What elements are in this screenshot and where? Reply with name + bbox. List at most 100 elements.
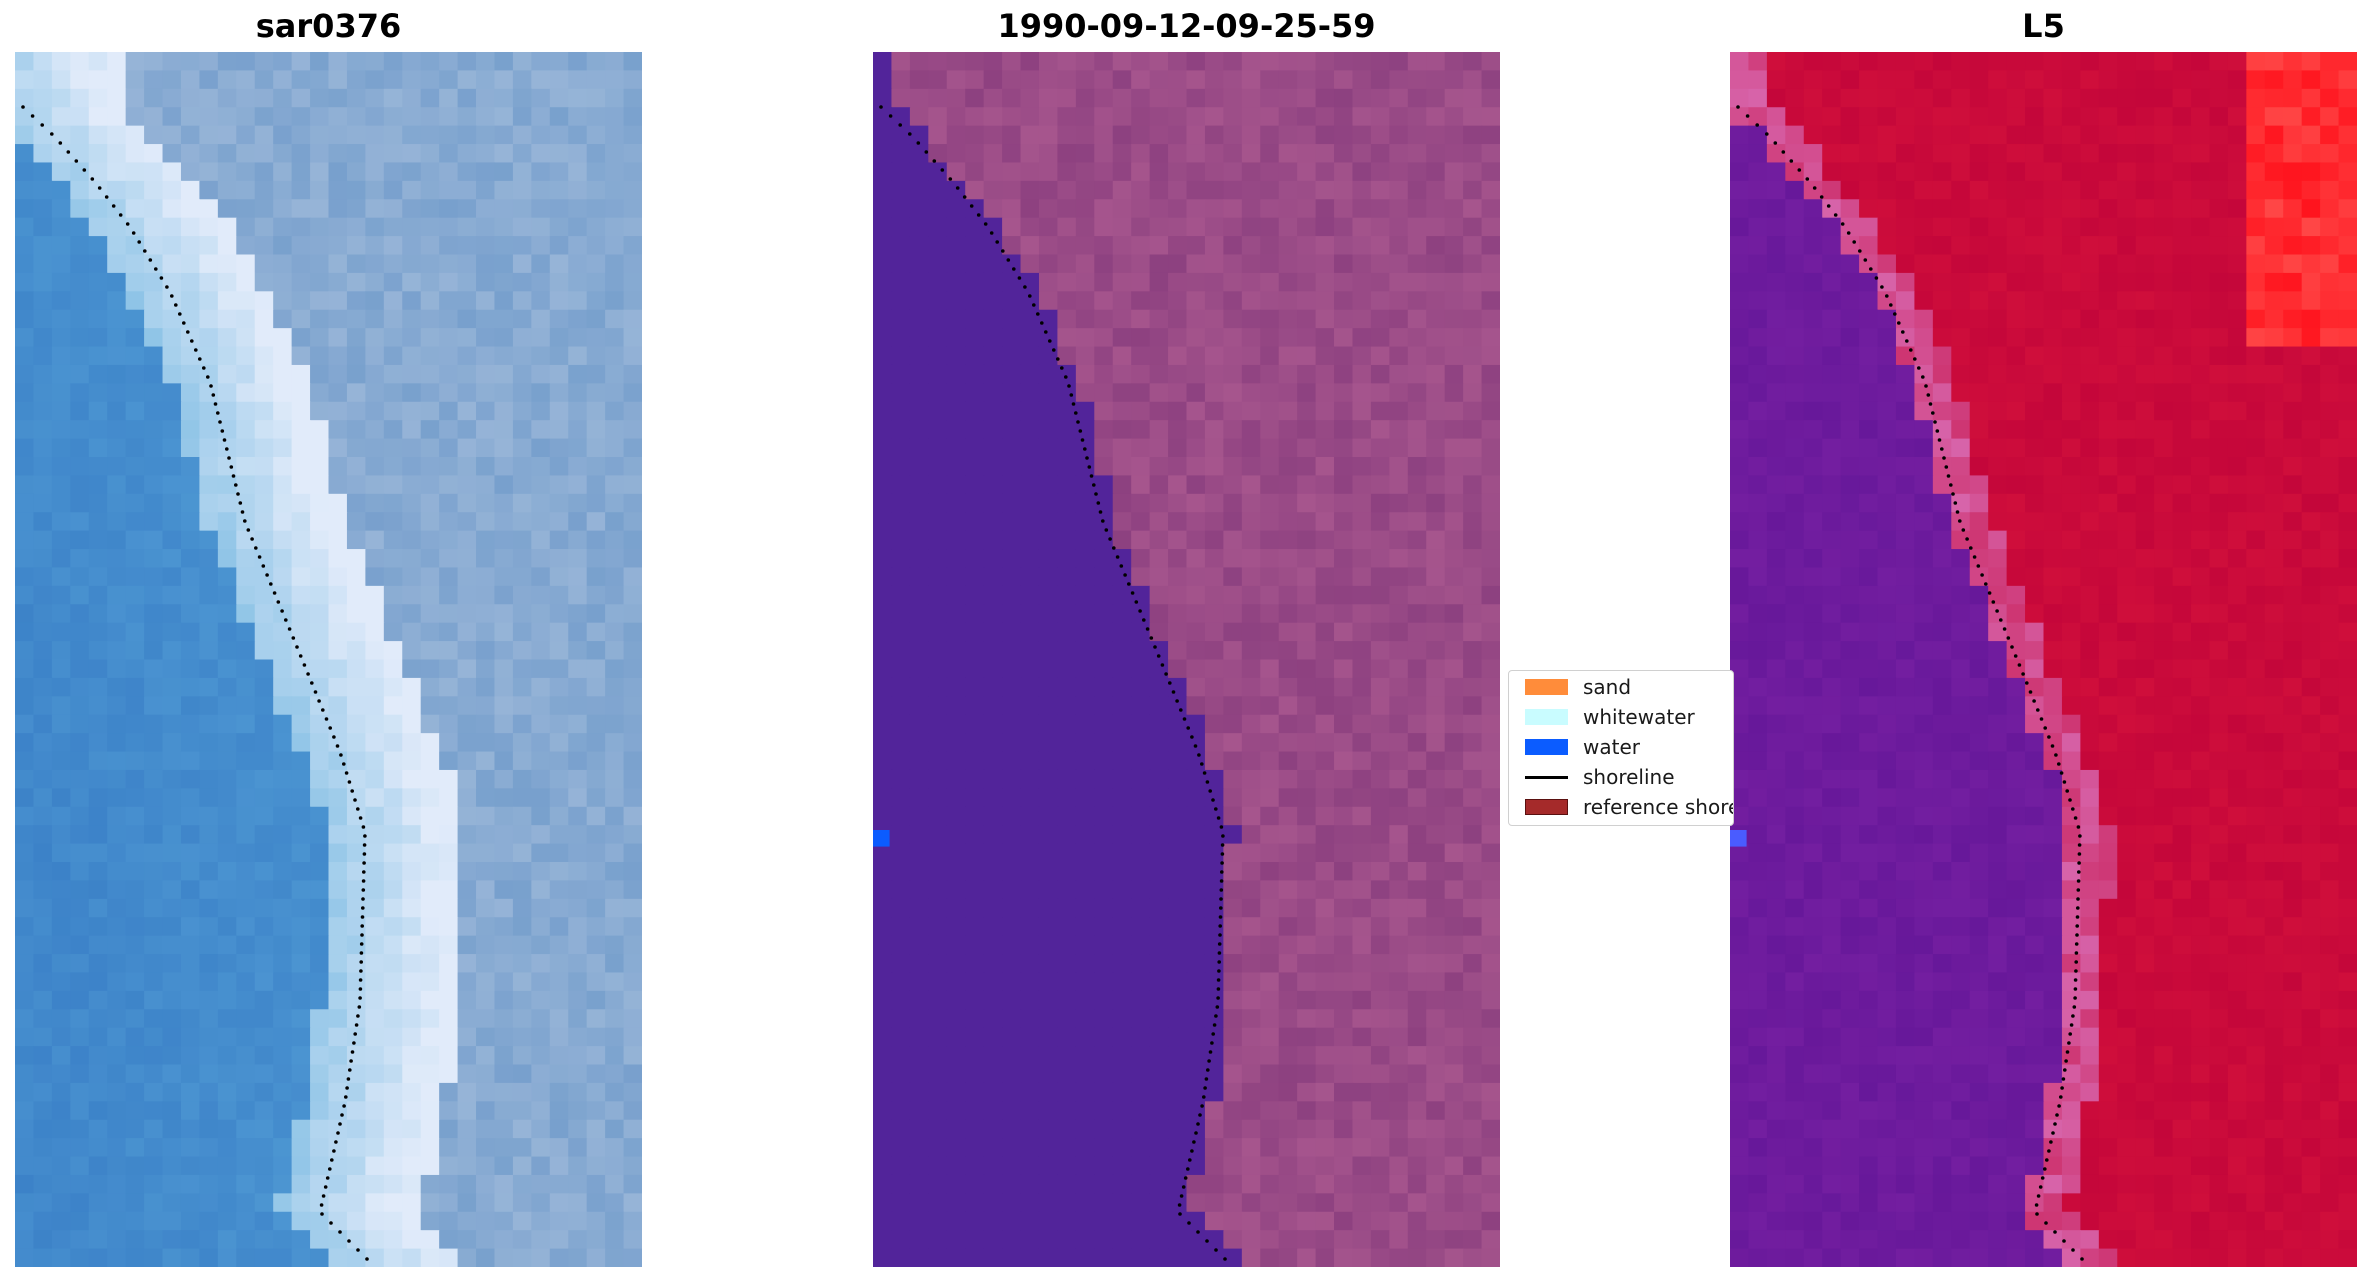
image-pixel (605, 272, 625, 292)
image-pixel (420, 880, 440, 900)
shoreline-point (1216, 816, 1221, 820)
class-pixel (873, 788, 893, 808)
image-pixel (365, 309, 385, 329)
class-pixel (946, 107, 966, 127)
class-pixel (1278, 512, 1298, 532)
class-pixel (1444, 364, 1464, 384)
image-pixel (107, 843, 127, 863)
image-pixel (512, 917, 532, 937)
class-pixel (1168, 475, 1188, 495)
class-pixel (983, 1009, 1003, 1029)
image-pixel (512, 1064, 532, 1084)
class-pixel (1204, 401, 1224, 421)
image-pixel (605, 438, 625, 458)
image-pixel (125, 272, 145, 292)
image-pixel (51, 107, 71, 127)
image-pixel (310, 364, 330, 384)
class-pixel (1260, 309, 1280, 329)
image-pixel (125, 493, 145, 513)
class-pixel (1315, 1138, 1335, 1158)
class-pixel (983, 641, 1003, 661)
class-pixel (946, 733, 966, 753)
class-pixel (873, 935, 893, 955)
index-pixel (1803, 180, 1823, 200)
class-pixel (1370, 309, 1390, 329)
class-pixel (946, 364, 966, 384)
index-pixel (2098, 107, 2118, 127)
class-pixel (1334, 1027, 1354, 1047)
image-pixel (402, 328, 422, 348)
class-pixel (1223, 1009, 1243, 1029)
class-pixel (1112, 236, 1132, 256)
image-pixel (420, 862, 440, 882)
image-pixel (365, 862, 385, 882)
shoreline-point (362, 861, 366, 865)
image-pixel (236, 1230, 256, 1250)
image-pixel (199, 1156, 219, 1176)
index-pixel (2135, 70, 2155, 90)
class-pixel (1444, 1101, 1464, 1121)
image-pixel (70, 714, 90, 734)
image-pixel (254, 825, 274, 845)
class-pixel (1020, 549, 1040, 569)
class-pixel (1038, 990, 1059, 1010)
image-pixel (549, 990, 569, 1010)
class-pixel (873, 659, 893, 679)
image-pixel (586, 512, 606, 532)
image-pixel (512, 512, 532, 532)
image-pixel (107, 769, 127, 789)
image-pixel (328, 806, 348, 826)
image-pixel (180, 714, 201, 734)
image-pixel (402, 751, 422, 771)
class-pixel (965, 604, 985, 624)
class-pixel (1370, 898, 1390, 918)
class-pixel (1038, 420, 1059, 440)
image-pixel (531, 52, 551, 72)
image-pixel (51, 641, 71, 661)
class-pixel (1463, 217, 1483, 237)
class-pixel (1297, 622, 1317, 642)
shoreline-point (295, 645, 299, 649)
index-pixel (2338, 144, 2357, 164)
class-pixel (1057, 769, 1077, 789)
index-pixel (1840, 52, 1860, 72)
class-pixel (1094, 733, 1114, 753)
class-pixel (1278, 364, 1298, 384)
image-pixel (512, 972, 532, 992)
image-pixel (476, 843, 496, 863)
image-pixel (162, 843, 182, 863)
image-pixel (162, 954, 182, 974)
class-pixel (873, 622, 893, 642)
image-pixel (346, 1064, 366, 1084)
image-pixel (291, 1082, 311, 1102)
class-pixel (1057, 1009, 1077, 1029)
class-pixel (1186, 585, 1206, 605)
class-pixel (1278, 1193, 1298, 1213)
class-pixel (1075, 659, 1095, 679)
class-pixel (983, 825, 1003, 845)
class-pixel (1131, 1009, 1151, 1029)
image-pixel (144, 70, 164, 90)
image-pixel (383, 622, 403, 642)
image-pixel (512, 788, 532, 808)
image-pixel (383, 254, 403, 274)
image-pixel (605, 1156, 625, 1176)
index-pixel (1877, 107, 1897, 127)
shoreline-point (1215, 1005, 1220, 1009)
image-pixel (291, 420, 311, 440)
image-pixel (51, 659, 71, 679)
shoreline-point (948, 177, 953, 181)
class-pixel (946, 935, 966, 955)
class-pixel (1112, 217, 1132, 237)
index-pixel (1785, 88, 1805, 108)
class-pixel (1112, 990, 1132, 1010)
image-pixel (512, 898, 532, 918)
image-pixel (383, 1027, 403, 1047)
class-pixel (1075, 88, 1095, 108)
class-pixel (1426, 364, 1446, 384)
class-pixel (1260, 696, 1280, 716)
index-pixel (2043, 52, 2063, 72)
class-pixel (1002, 954, 1022, 974)
class-pixel (1186, 364, 1206, 384)
class-pixel (1278, 788, 1298, 808)
